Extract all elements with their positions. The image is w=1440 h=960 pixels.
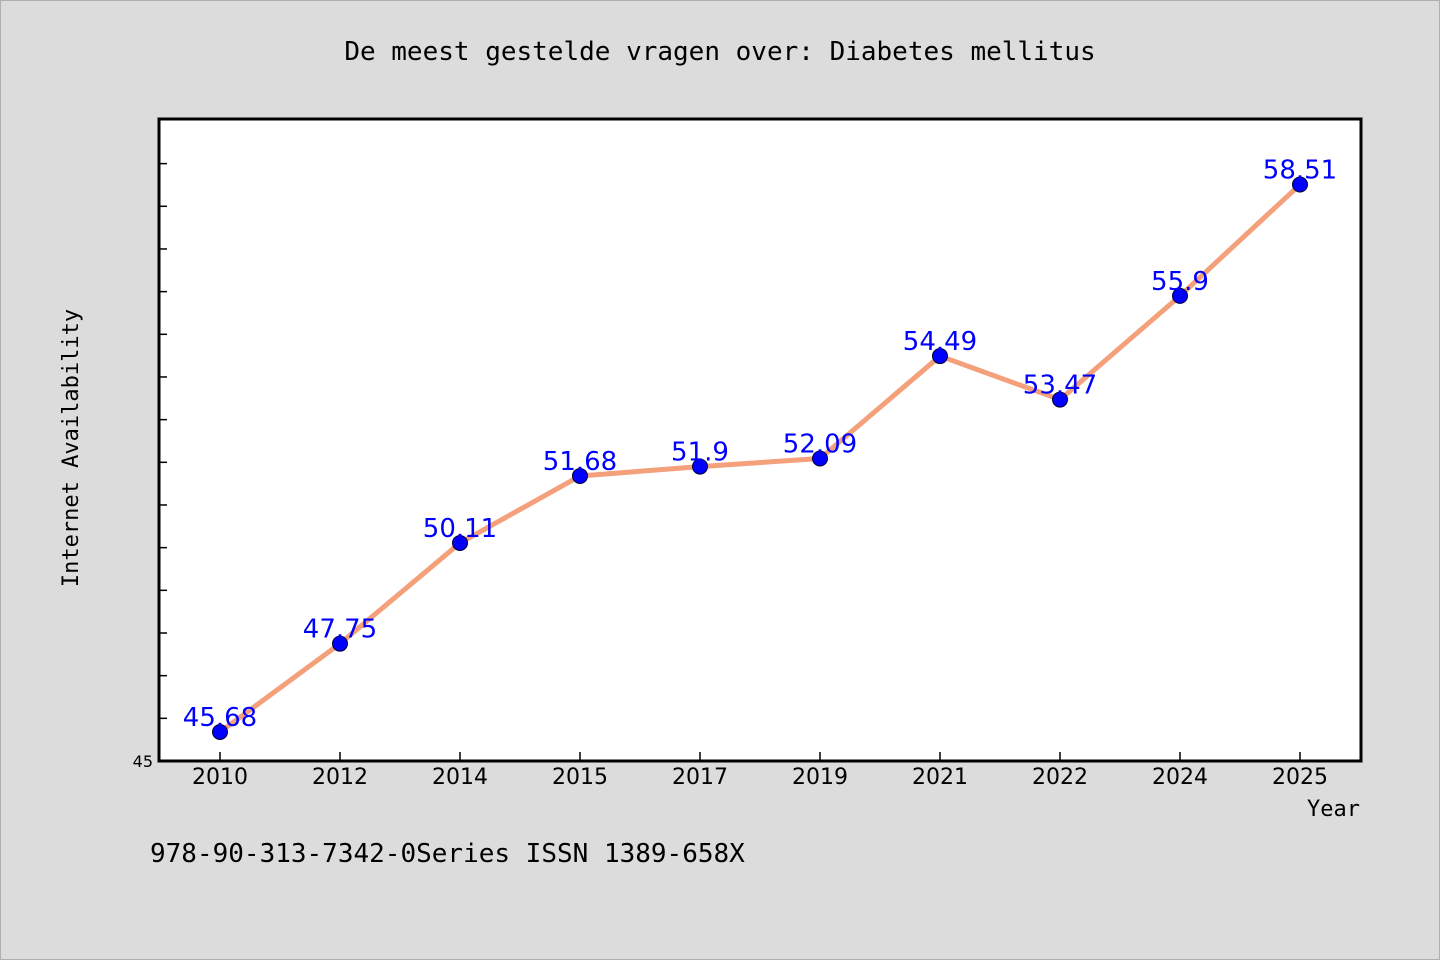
- x-tick-label: 2024: [1152, 765, 1208, 790]
- x-tick-label: 2017: [672, 765, 728, 790]
- data-label: 53.47: [1023, 371, 1097, 401]
- x-axis-label: Year: [1307, 797, 1360, 822]
- data-point: [212, 723, 228, 740]
- footer-isbn-text: 978-90-313-7342-0Series ISSN 1389-658X: [150, 839, 745, 869]
- x-tick-label: 2012: [312, 765, 368, 790]
- x-tick-label: 2010: [192, 765, 248, 790]
- data-label: 51.9: [671, 438, 729, 468]
- data-label: 47.75: [303, 615, 377, 645]
- x-tick-label: 2022: [1032, 765, 1088, 790]
- x-tick-label: 2019: [792, 765, 848, 790]
- chart-title: De meest gestelde vragen over: Diabetes …: [344, 37, 1095, 67]
- data-point: [332, 635, 348, 652]
- data-label: 58.51: [1263, 156, 1337, 186]
- y-tick-label: 45: [133, 752, 153, 771]
- data-point: [932, 348, 948, 365]
- x-axis-ticks: [219, 752, 1301, 761]
- data-labels: 45.68 47.75 50.11 51.68 51.9 52.09 54.49 53.47 5…: [183, 156, 1337, 733]
- data-label: 54.49: [903, 327, 977, 357]
- y-axis-tick-labels: 45: [133, 752, 153, 771]
- data-label: 51.68: [543, 447, 617, 477]
- plot-area: [157, 117, 1363, 763]
- data-point: [452, 534, 468, 551]
- data-label: 50.11: [423, 514, 497, 544]
- data-point: [812, 450, 828, 467]
- y-axis-label: Internet Availability: [59, 309, 84, 587]
- data-label: 55.9: [1151, 267, 1209, 297]
- data-markers: [212, 176, 1308, 740]
- x-tick-label: 2021: [912, 765, 968, 790]
- data-point: [692, 458, 708, 475]
- data-point: [1172, 287, 1188, 304]
- data-point: [572, 467, 588, 484]
- x-tick-label: 2014: [432, 765, 488, 790]
- data-label: 45.68: [183, 703, 257, 733]
- data-label: 52.09: [783, 429, 857, 459]
- x-axis-tick-labels: 2010 2012 2014 2015 2017 2019 2021 2022 2024 2025: [192, 765, 1328, 790]
- series-line: [217, 182, 1303, 735]
- x-tick-label: 2015: [552, 765, 608, 790]
- y-axis-ticks: [159, 162, 167, 720]
- data-point: [1052, 391, 1068, 408]
- data-point: [1292, 176, 1308, 193]
- x-tick-label: 2025: [1272, 765, 1328, 790]
